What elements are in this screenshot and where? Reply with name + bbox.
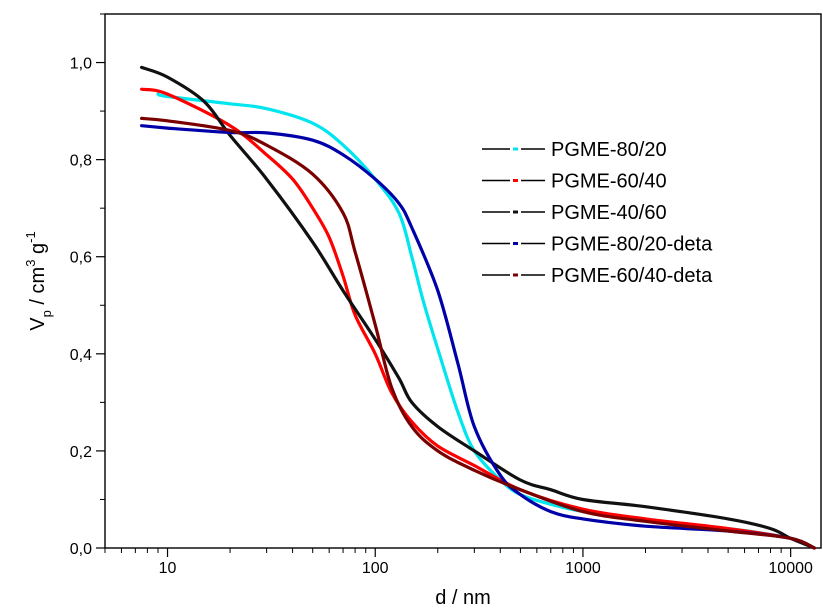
y-axis-title-tail: g — [27, 243, 49, 260]
y-tick-label: 1,0 — [70, 56, 92, 73]
y-axis-title-mid: / cm — [27, 267, 49, 310]
x-tick-label: 10000 — [768, 560, 813, 577]
y-tick-label: 0,0 — [70, 541, 92, 558]
y-tick-label: 0,2 — [70, 444, 92, 461]
legend-label: PGME-40/60 — [551, 202, 667, 224]
series-line-5 — [140, 116, 816, 550]
series-line-4 — [140, 124, 816, 550]
axis-ticks — [96, 13, 792, 557]
plot-frame — [104, 13, 822, 549]
series-line-2 — [140, 87, 816, 550]
series-lines — [140, 65, 816, 550]
x-axis-title: d / nm — [435, 587, 491, 609]
tick-labels: 10 100 1000 10000 0,0 0,2 0,4 0,6 0,8 1,0 — [70, 56, 813, 577]
x-tick-label: 100 — [362, 560, 389, 577]
legend: PGME-80/20 PGME-60/40 PGME-40/60 PGME-80/20… — [482, 139, 713, 287]
y-axis-title-sup2: -1 — [23, 231, 38, 243]
y-tick-label: 0,8 — [70, 153, 92, 170]
y-axis-title: Vp / cm3 g-1 — [23, 231, 54, 330]
svg-text:Vp / cm3 g-1: Vp / cm3 g-1 — [23, 231, 54, 330]
series-line-1 — [156, 92, 816, 550]
y-axis-title-base: V — [27, 317, 49, 331]
y-tick-label: 0,4 — [70, 347, 92, 364]
legend-label: PGME-60/40-deta — [551, 265, 713, 287]
y-tick-label: 0,6 — [70, 250, 92, 267]
x-tick-label: 10 — [159, 560, 177, 577]
y-axis-title-sup1: 3 — [23, 260, 38, 267]
legend-label: PGME-60/40 — [551, 171, 667, 193]
x-tick-label: 1000 — [565, 560, 601, 577]
legend-label: PGME-80/20 — [551, 139, 667, 161]
y-axis-title-sub: p — [39, 310, 54, 317]
legend-label: PGME-80/20-deta — [551, 234, 713, 256]
series-line-3 — [140, 65, 816, 550]
